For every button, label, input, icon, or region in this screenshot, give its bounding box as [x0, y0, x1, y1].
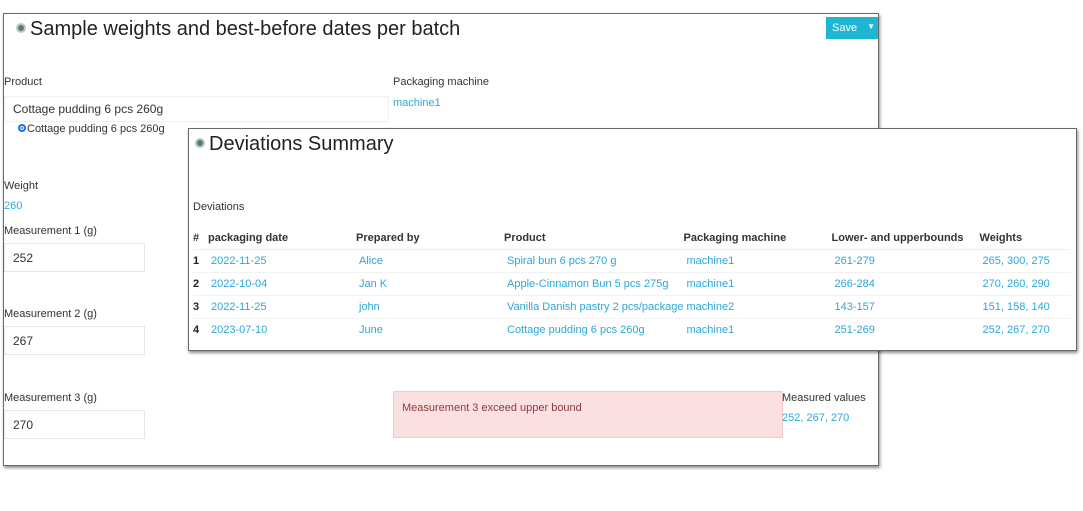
column-header-product[interactable]: Product	[504, 227, 684, 250]
measurement1-label: Measurement 1 (g)	[4, 225, 97, 237]
cell-prepared-by[interactable]: Alice	[356, 249, 504, 273]
cell-packaging-machine[interactable]: machine2	[683, 295, 832, 319]
product-option[interactable]: Cottage pudding 6 pcs 260g	[18, 123, 165, 135]
measurement3-label: Measurement 3 (g)	[4, 392, 97, 404]
column-header-number[interactable]: #	[193, 227, 208, 250]
location-pin-icon	[195, 137, 205, 148]
deviations-table: # packaging date Prepared by Product Pac…	[193, 227, 1070, 341]
cell-weights[interactable]: 252, 267, 270	[979, 318, 1070, 341]
measured-values-label: Measured values	[782, 392, 866, 404]
save-button-label: Save	[832, 22, 858, 34]
cell-weights[interactable]: 265, 300, 275	[979, 249, 1070, 273]
location-pin-icon	[16, 22, 26, 33]
caret-down-icon[interactable]: ▼	[867, 22, 875, 31]
row-number: 2	[193, 272, 208, 296]
packaging-machine-label: Packaging machine	[393, 76, 490, 88]
cell-prepared-by[interactable]: June	[356, 318, 504, 341]
cell-weights[interactable]: 151, 158, 140	[979, 295, 1070, 319]
form-title: Sample weights and best-before dates per…	[30, 18, 461, 40]
cell-prepared-by[interactable]: Jan K	[356, 272, 504, 296]
weight-label: Weight	[4, 180, 39, 192]
cell-packaging-date[interactable]: 2023-07-10	[208, 318, 356, 341]
cell-bounds[interactable]: 143-157	[831, 295, 980, 319]
product-label: Product	[4, 76, 42, 88]
form-title-row: Sample weights and best-before dates per…	[16, 18, 460, 41]
radio-selected-icon[interactable]	[18, 124, 26, 133]
column-header-packaging-date[interactable]: packaging date	[208, 227, 356, 250]
cell-weights[interactable]: 270, 260, 290	[979, 272, 1070, 296]
measured-values-value: 252, 267, 270	[782, 412, 850, 424]
cell-bounds[interactable]: 251-269	[831, 318, 980, 341]
packaging-machine-value: machine1	[393, 97, 441, 109]
cell-product[interactable]: Vanilla Danish pastry 2 pcs/package	[504, 295, 684, 319]
deviations-summary-window: Deviations Summary Deviations # packagin…	[188, 128, 1077, 351]
cell-bounds[interactable]: 261-279	[831, 249, 980, 273]
column-header-bounds[interactable]: Lower- and upperbounds	[831, 227, 980, 250]
summary-title-row: Deviations Summary	[195, 133, 394, 156]
cell-packaging-machine[interactable]: machine1	[683, 272, 832, 296]
table-row[interactable]: 3 2022-11-25 john Vanilla Danish pastry …	[193, 295, 1070, 319]
cell-packaging-date[interactable]: 2022-11-25	[208, 249, 356, 273]
cell-packaging-machine[interactable]: machine1	[683, 318, 832, 341]
alert-text: Measurement 3 exceed upper bound	[402, 402, 582, 414]
summary-title: Deviations Summary	[209, 133, 394, 155]
column-header-weights[interactable]: Weights	[979, 227, 1070, 250]
row-number: 3	[193, 295, 208, 319]
cell-product[interactable]: Spiral bun 6 pcs 270 g	[504, 249, 684, 273]
table-row[interactable]: 1 2022-11-25 Alice Spiral bun 6 pcs 270 …	[193, 249, 1070, 273]
table-row[interactable]: 4 2023-07-10 June Cottage pudding 6 pcs …	[193, 318, 1070, 341]
measurement3-input[interactable]: 270	[4, 410, 145, 439]
product-field[interactable]: Cottage pudding 6 pcs 260g	[4, 96, 389, 122]
product-option-label: Cottage pudding 6 pcs 260g	[27, 123, 165, 135]
table-header-row: # packaging date Prepared by Product Pac…	[193, 227, 1070, 250]
upper-bound-alert: Measurement 3 exceed upper bound	[393, 391, 783, 438]
measurement2-input[interactable]: 267	[4, 326, 145, 355]
row-number: 4	[193, 318, 208, 341]
measurement1-input[interactable]: 252	[4, 243, 145, 272]
column-header-prepared-by[interactable]: Prepared by	[356, 227, 504, 250]
cell-product[interactable]: Apple-Cinnamon Bun 5 pcs 275g	[504, 272, 684, 296]
measurement2-input-value: 267	[13, 333, 34, 348]
cell-packaging-date[interactable]: 2022-11-25	[208, 295, 356, 319]
table-row[interactable]: 2 2022-10-04 Jan K Apple-Cinnamon Bun 5 …	[193, 272, 1070, 296]
column-header-packaging-machine[interactable]: Packaging machine	[683, 227, 832, 250]
measurement3-input-value: 270	[13, 417, 34, 432]
cell-product[interactable]: Cottage pudding 6 pcs 260g	[504, 318, 684, 341]
row-number: 1	[193, 249, 208, 273]
cell-bounds[interactable]: 266-284	[831, 272, 980, 296]
cell-packaging-machine[interactable]: machine1	[683, 249, 832, 273]
product-field-value: Cottage pudding 6 pcs 260g	[13, 102, 164, 116]
save-button[interactable]: Save ▼	[826, 17, 878, 39]
measurement2-label: Measurement 2 (g)	[4, 308, 97, 320]
deviations-section-label: Deviations	[193, 201, 245, 213]
cell-packaging-date[interactable]: 2022-10-04	[208, 272, 356, 296]
cell-prepared-by[interactable]: john	[356, 295, 504, 319]
weight-value: 260	[4, 200, 23, 212]
measurement1-input-value: 252	[13, 250, 34, 265]
